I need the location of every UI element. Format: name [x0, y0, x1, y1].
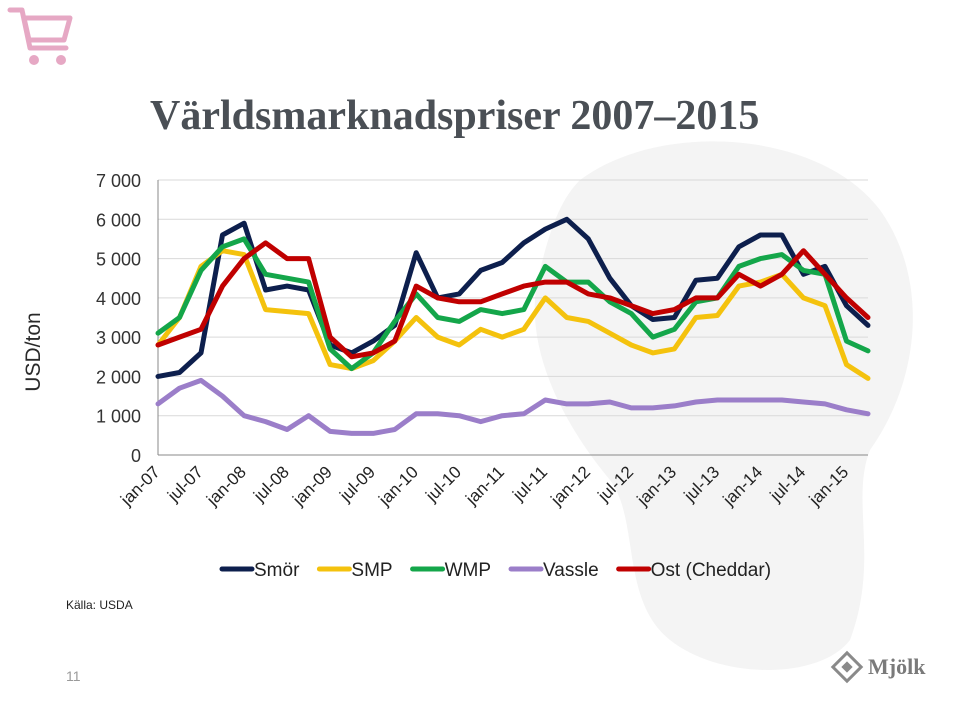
y-tick-label: 3 000 — [96, 328, 141, 348]
price-line-chart: 0 1 000 2 000 3 000 4 000 5 000 6 000 7 000 jan… — [96, 171, 871, 581]
x-tick-label: jan-09 — [288, 462, 336, 510]
x-tick-label: jan-14 — [719, 462, 767, 510]
x-tick-label: jul-07 — [163, 462, 207, 506]
legend-label: Vassle — [543, 560, 599, 581]
x-tick-label: jul-12 — [594, 462, 638, 506]
x-tick-label: jan-10 — [374, 462, 422, 510]
grid-lines — [157, 179, 868, 456]
y-tick-label: 7 000 — [96, 171, 141, 191]
x-tick-label: jan-11 — [461, 462, 508, 509]
legend-label: Smör — [254, 560, 300, 581]
x-tick-label: jul-08 — [249, 462, 293, 506]
y-tick-label: 0 — [131, 446, 141, 466]
x-tick-label: jan-07 — [116, 462, 164, 510]
series-line-vassle — [155, 377, 871, 436]
series-line-wmp — [155, 236, 871, 372]
page-title: Världsmarknadspriser 2007–2015 — [150, 93, 760, 139]
mjolk-logo: Mjölk — [830, 650, 925, 684]
shopping-cart-icon — [7, 7, 73, 65]
series-lines — [155, 216, 871, 436]
y-tick-label: 5 000 — [96, 250, 141, 270]
logo-text: Mjölk — [868, 654, 926, 679]
y-tick-label: 4 000 — [96, 289, 141, 309]
legend: Smör SMP WMP Vassle Ost (Cheddar) — [219, 560, 771, 581]
x-tick-label: jan-08 — [202, 462, 250, 510]
x-tick-label: jul-10 — [421, 462, 465, 506]
mjolk-logo-icon — [830, 650, 864, 684]
y-tick-labels: 0 1 000 2 000 3 000 4 000 5 000 6 000 7 000 — [96, 171, 141, 466]
legend-label: Ost (Cheddar) — [651, 560, 771, 581]
y-tick-label: 2 000 — [96, 367, 141, 387]
x-tick-label: jan-13 — [633, 462, 681, 510]
source-note: Källa: USDA — [66, 598, 133, 612]
x-tick-label: jan-12 — [547, 462, 595, 510]
x-tick-label: jul-14 — [766, 462, 810, 506]
x-tick-label: jan-15 — [805, 462, 853, 510]
y-tick-label: 1 000 — [96, 407, 141, 427]
legend-label: WMP — [445, 560, 491, 581]
y-tick-label: 6 000 — [96, 210, 141, 230]
series-line-smp — [155, 248, 871, 381]
x-tick-label: jul-13 — [680, 462, 724, 506]
page-number: 11 — [66, 668, 81, 684]
legend-label: SMP — [351, 560, 392, 581]
x-tick-label: jul-09 — [335, 462, 379, 506]
series-line-smör — [155, 216, 871, 379]
x-tick-label: jul-11 — [508, 462, 551, 505]
series-line-ost-cheddar- — [155, 240, 871, 360]
